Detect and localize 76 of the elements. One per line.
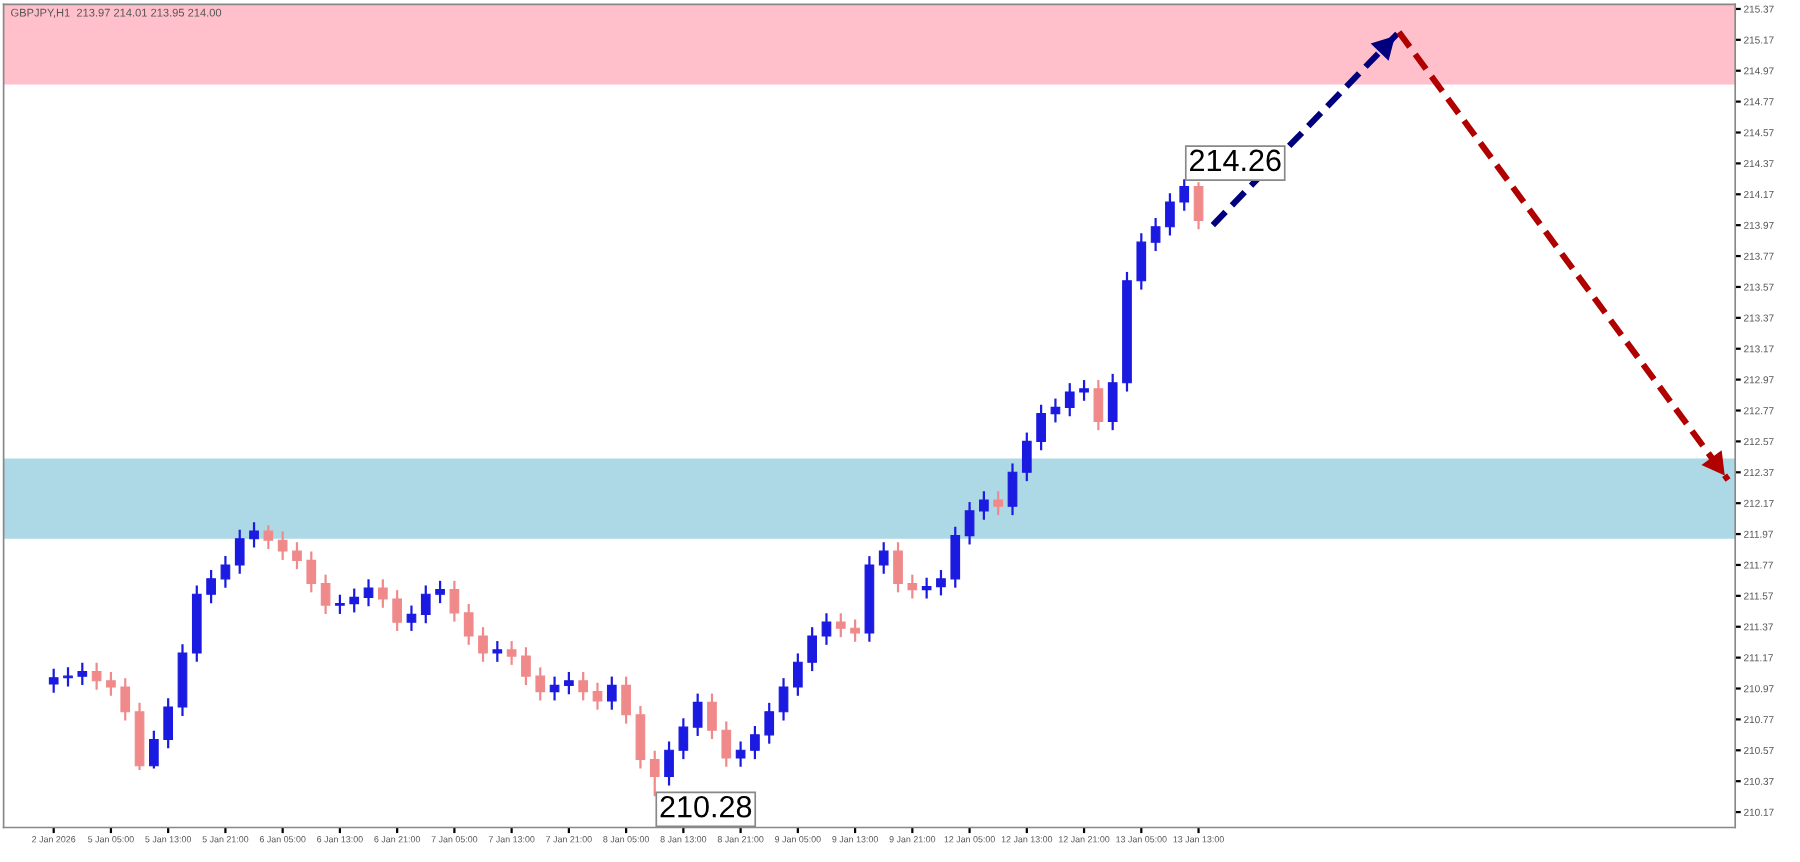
candlestick [277, 531, 288, 560]
candlestick [807, 627, 818, 672]
candlestick [406, 605, 417, 631]
candlestick [1050, 398, 1061, 423]
candlestick [435, 580, 445, 604]
candlestick [578, 671, 589, 701]
candlestick [549, 676, 560, 701]
candlestick [692, 693, 703, 736]
candlestick [649, 750, 660, 797]
candlestick [721, 721, 732, 767]
candlestick [1179, 179, 1190, 211]
annotation: 214.26 [1190, 149, 1281, 172]
candlestick [621, 676, 631, 724]
candlestick [120, 678, 131, 721]
candlestick [1036, 404, 1046, 451]
candlestick [478, 627, 488, 662]
candlestick [1165, 193, 1175, 236]
candlestick [163, 698, 174, 749]
candlestick [263, 525, 274, 550]
candlestick [1150, 217, 1161, 251]
candlestick [492, 641, 503, 662]
candlestick [564, 671, 574, 695]
candlestick [306, 551, 317, 593]
candlestick [792, 653, 803, 696]
candlestick [420, 585, 431, 624]
candlestick [48, 668, 59, 693]
candlestick [1064, 383, 1075, 417]
candlestick [1093, 380, 1104, 431]
candlestick [635, 705, 646, 769]
candlestick [921, 577, 932, 599]
candlestick [907, 574, 918, 599]
candlestick [979, 491, 989, 520]
candlestick [535, 667, 546, 701]
candlestick [149, 730, 159, 769]
candlestick [936, 570, 946, 596]
candlestick [91, 662, 102, 690]
candlestick [750, 726, 760, 760]
candlestick [1107, 373, 1118, 431]
candlestick [778, 678, 789, 721]
candlestick [707, 693, 717, 740]
candlestick [878, 542, 889, 574]
candlestick [1136, 233, 1147, 290]
candlestick [964, 502, 975, 545]
candlestick [1079, 380, 1089, 401]
candlestick [1021, 432, 1032, 482]
candlestick [234, 529, 245, 574]
candlestick [320, 574, 331, 614]
candlestick [1007, 463, 1018, 516]
candlestick [506, 641, 517, 665]
candlestick [592, 682, 603, 710]
candlestick [363, 579, 374, 607]
candlestick [463, 604, 474, 645]
candlestick [993, 491, 1004, 516]
candlestick [735, 741, 746, 767]
candlestick [850, 619, 860, 642]
candlestick [220, 556, 231, 588]
candlestick [1193, 182, 1204, 230]
candlestick [106, 671, 116, 696]
candlestick [206, 570, 216, 604]
candlestick [292, 542, 302, 570]
candlestick [521, 647, 531, 685]
candlestick [664, 741, 674, 786]
candlestick [835, 613, 846, 638]
candlestick [764, 702, 775, 744]
candlestick [678, 718, 689, 760]
candlestick [821, 613, 832, 645]
candlestick [606, 676, 617, 710]
candlestick [349, 588, 360, 613]
candlestick [893, 542, 903, 593]
candlestick [392, 590, 402, 631]
candlestick [249, 522, 259, 548]
candlestick [77, 662, 88, 685]
candlestick [377, 579, 388, 608]
candlestick [950, 526, 961, 588]
annotation: 210.28 [660, 795, 752, 818]
candlestick [449, 580, 460, 622]
